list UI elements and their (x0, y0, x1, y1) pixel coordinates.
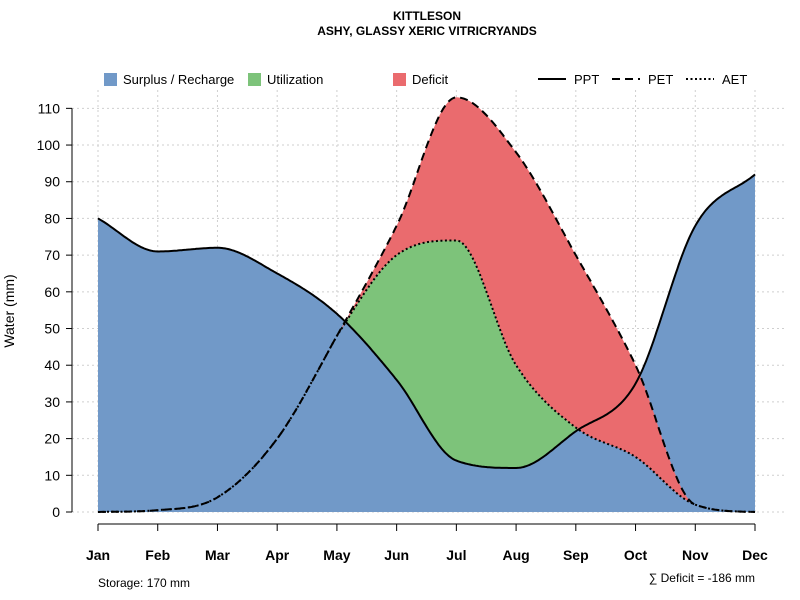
y-tick-label: 50 (44, 321, 60, 337)
series-line-ppt (97, 173, 756, 469)
x-tick-label: May (323, 547, 350, 563)
storage-note: Storage: 170 mm (98, 576, 190, 590)
x-tick-label: Dec (742, 547, 768, 563)
legend-swatch-surplus (104, 73, 117, 86)
legend-label-utilization: Utilization (267, 72, 323, 87)
axes: 0 10 20 30 40 50 60 70 80 90 100 110 Jan Feb Mar Apr May… (37, 100, 768, 563)
legend-label-aet: AET (722, 72, 747, 87)
y-tick-label: 90 (44, 174, 60, 190)
utilization-area (98, 240, 755, 512)
series-line-pet (98, 96, 756, 513)
x-tick-label: Aug (502, 547, 529, 563)
deficit-area (98, 97, 755, 513)
y-tick-label: 40 (44, 357, 60, 373)
x-tick-label: Jan (86, 547, 110, 563)
x-tick-label: Mar (205, 547, 230, 563)
x-tick-label: Feb (145, 547, 170, 563)
y-tick-label: 30 (44, 394, 60, 410)
legend-swatch-deficit (393, 73, 406, 86)
legend-label-surplus: Surplus / Recharge (123, 72, 234, 87)
area-fills (98, 97, 755, 513)
x-tick-label: Nov (682, 547, 709, 563)
y-tick-label: 60 (44, 284, 60, 300)
legend-label-deficit: Deficit (412, 72, 449, 87)
chart-title: KITTLESON (393, 9, 461, 23)
y-tick-label: 100 (37, 137, 61, 153)
x-tick-label: Apr (265, 547, 290, 563)
deficit-sum-note: ∑ Deficit = -186 mm (649, 571, 755, 585)
y-tick-label: 10 (44, 467, 60, 483)
y-axis-label: Water (mm) (1, 274, 17, 347)
y-tick-label: 70 (44, 247, 60, 263)
series-lines (97, 96, 756, 513)
y-tick-label: 20 (44, 431, 60, 447)
x-tick-label: Jun (384, 547, 409, 563)
y-tick-label: 0 (52, 504, 60, 520)
x-tick-label: Oct (624, 547, 648, 563)
chart-subtitle: ASHY, GLASSY XERIC VITRICRYANDS (317, 24, 537, 38)
legend-swatch-utilization (248, 73, 261, 86)
x-tick-label: Jul (446, 547, 466, 563)
x-tick-label: Sep (563, 547, 589, 563)
legend: Surplus / Recharge Utilization Deficit PPT P… (104, 72, 747, 87)
legend-label-ppt: PPT (574, 72, 599, 87)
y-tick-label: 110 (38, 100, 61, 116)
y-tick-label: 80 (44, 210, 60, 226)
legend-label-pet: PET (648, 72, 673, 87)
